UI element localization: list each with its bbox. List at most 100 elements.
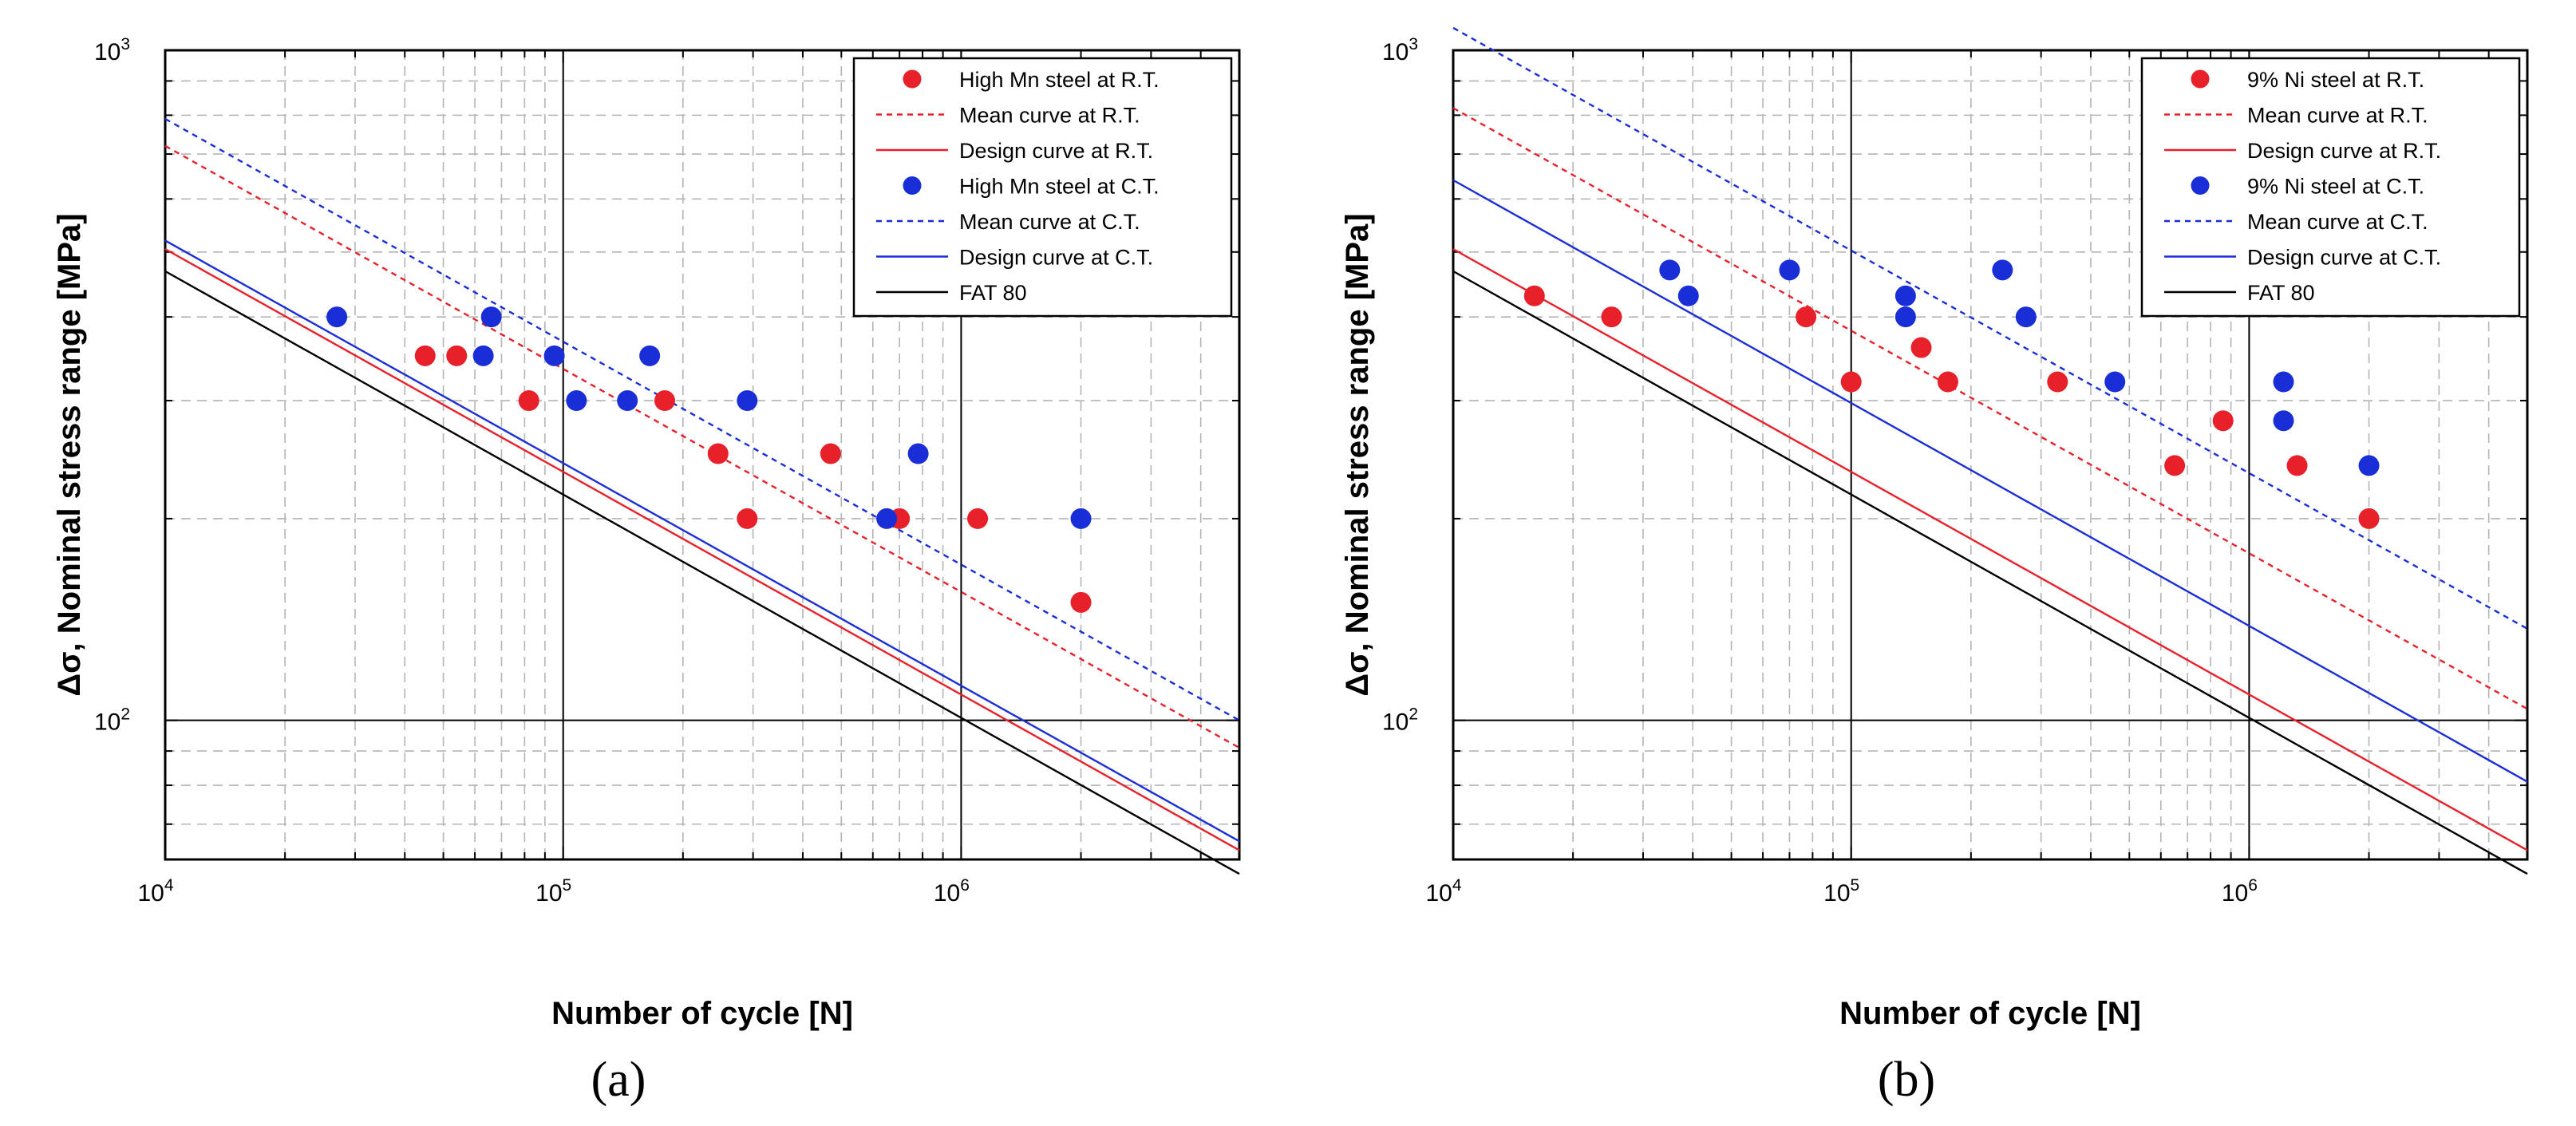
plot-frame — [1452, 49, 2529, 861]
y-tick-label: 103 — [94, 35, 130, 65]
tick-marks — [1452, 49, 2528, 859]
x-tick-label: 104 — [1425, 876, 1461, 907]
legend-marker-0 — [2191, 69, 2210, 89]
data-point-series-0 — [518, 390, 539, 412]
x-tick-exponent: 6 — [2248, 876, 2258, 895]
series-points — [326, 306, 1092, 613]
y-tick-base: 10 — [94, 709, 121, 736]
series-line-4 — [164, 117, 1240, 721]
data-point-series-0 — [2047, 371, 2068, 393]
data-point-series-3 — [480, 306, 502, 328]
data-point-series-3 — [2358, 455, 2380, 476]
x-tick-label: 105 — [1823, 876, 1859, 907]
x-tick-label: 104 — [137, 876, 173, 907]
series-lines — [164, 117, 1240, 875]
data-point-series-3 — [737, 390, 758, 412]
data-point-series-3 — [1779, 259, 1800, 281]
x-axis-title: Number of cycle [N] — [551, 996, 853, 1031]
gridlines — [1453, 50, 2527, 859]
plot-frame — [164, 49, 1241, 861]
data-point-series-0 — [1070, 591, 1092, 613]
y-tick-exponent: 2 — [1409, 705, 1418, 724]
x-tick-label: 105 — [535, 876, 571, 907]
x-tick-base: 10 — [1425, 880, 1452, 907]
legend-label-5: Design curve at C.T. — [959, 246, 1153, 270]
data-point-series-0 — [2286, 455, 2308, 476]
y-axis-title: Δσ, Nominal stress range [MPa] — [52, 213, 87, 696]
legend-label-3: High Mn steel at C.T. — [959, 175, 1160, 199]
panel-label: (a) — [591, 1053, 646, 1107]
legend-marker-3 — [903, 176, 922, 195]
data-point-series-0 — [2212, 410, 2234, 432]
x-tick-base: 10 — [934, 880, 960, 907]
chart-panel-b: 104 105 106 102 103 9% Ni steel at R.T. Mean c… — [1288, 0, 2576, 1126]
data-point-series-3 — [472, 345, 494, 366]
legend-label-0: 9% Ni steel at R.T. — [2247, 68, 2424, 92]
series-line-2 — [164, 248, 1240, 851]
x-tick-exponent: 5 — [563, 876, 572, 895]
data-point-series-0 — [1601, 306, 1622, 328]
y-axis-title: Δσ, Nominal stress range [MPa] — [1340, 213, 1375, 696]
series-lines — [1452, 26, 2528, 875]
y-tick-exponent: 3 — [1409, 35, 1418, 53]
series-line-1 — [1452, 107, 2528, 710]
data-point-series-3 — [2273, 410, 2294, 432]
panel-label: (b) — [1878, 1053, 1935, 1107]
x-tick-exponent: 5 — [1851, 876, 1860, 895]
x-tick-label: 106 — [2222, 876, 2258, 907]
data-point-series-3 — [2104, 371, 2126, 393]
y-tick-label: 103 — [1382, 35, 1418, 65]
data-point-series-0 — [967, 508, 989, 529]
data-point-series-0 — [1840, 371, 1862, 393]
series-line-1 — [164, 144, 1240, 749]
data-point-series-3 — [543, 345, 565, 366]
data-point-series-3 — [326, 306, 348, 328]
data-point-series-0 — [820, 443, 841, 464]
y-tick-label: 102 — [1382, 705, 1418, 736]
y-tick-exponent: 3 — [121, 35, 130, 53]
legend-label-2: Design curve at R.T. — [2247, 139, 2441, 163]
data-point-series-3 — [1894, 285, 1916, 306]
legend-label-1: Mean curve at R.T. — [2247, 104, 2428, 128]
legend-label-4: Mean curve at C.T. — [959, 210, 1140, 234]
y-tick-exponent: 2 — [121, 705, 130, 724]
x-tick-exponent: 4 — [1452, 876, 1462, 895]
data-point-series-0 — [1910, 337, 1932, 358]
data-point-series-0 — [707, 443, 729, 464]
y-tick-base: 10 — [94, 39, 121, 65]
x-axis-title: Number of cycle [N] — [1839, 996, 2141, 1031]
x-tick-base: 10 — [2222, 880, 2248, 907]
x-tick-exponent: 6 — [960, 876, 970, 895]
data-point-series-3 — [2015, 306, 2037, 328]
data-point-series-3 — [1677, 285, 1699, 306]
data-point-series-3 — [907, 443, 929, 464]
data-point-series-0 — [1523, 285, 1545, 306]
x-tick-base: 10 — [1823, 880, 1850, 907]
series-line-5 — [164, 239, 1240, 843]
legend-label-6: FAT 80 — [2247, 281, 2315, 305]
series-line-5 — [1452, 179, 2528, 783]
data-point-series-3 — [1659, 259, 1681, 281]
chart-panel-a: 104 105 106 102 103 High Mn steel at R.T. Mean… — [52, 35, 1241, 1107]
data-point-series-0 — [1796, 306, 1817, 328]
legend: High Mn steel at R.T. Mean curve at R.T. D… — [852, 57, 1233, 318]
legend-label-4: Mean curve at C.T. — [2247, 210, 2428, 234]
data-point-series-0 — [737, 508, 758, 529]
data-point-series-3 — [639, 345, 661, 366]
data-point-series-0 — [2164, 455, 2186, 476]
data-point-series-0 — [446, 345, 468, 366]
data-point-series-3 — [566, 390, 587, 412]
legend-label-0: High Mn steel at R.T. — [959, 68, 1160, 92]
y-tick-base: 10 — [1382, 709, 1409, 736]
legend-label-6: FAT 80 — [959, 281, 1027, 305]
data-point-series-0 — [414, 345, 436, 366]
legend: 9% Ni steel at R.T. Mean curve at R.T. Des… — [2140, 57, 2521, 318]
data-point-series-3 — [1070, 508, 1092, 529]
legend-label-5: Design curve at C.T. — [2247, 246, 2441, 270]
series-line-6 — [1452, 270, 2528, 875]
data-point-series-3 — [2273, 371, 2294, 393]
data-point-series-0 — [2358, 508, 2380, 529]
legend-marker-3 — [2191, 176, 2210, 195]
x-tick-label: 106 — [934, 876, 970, 907]
